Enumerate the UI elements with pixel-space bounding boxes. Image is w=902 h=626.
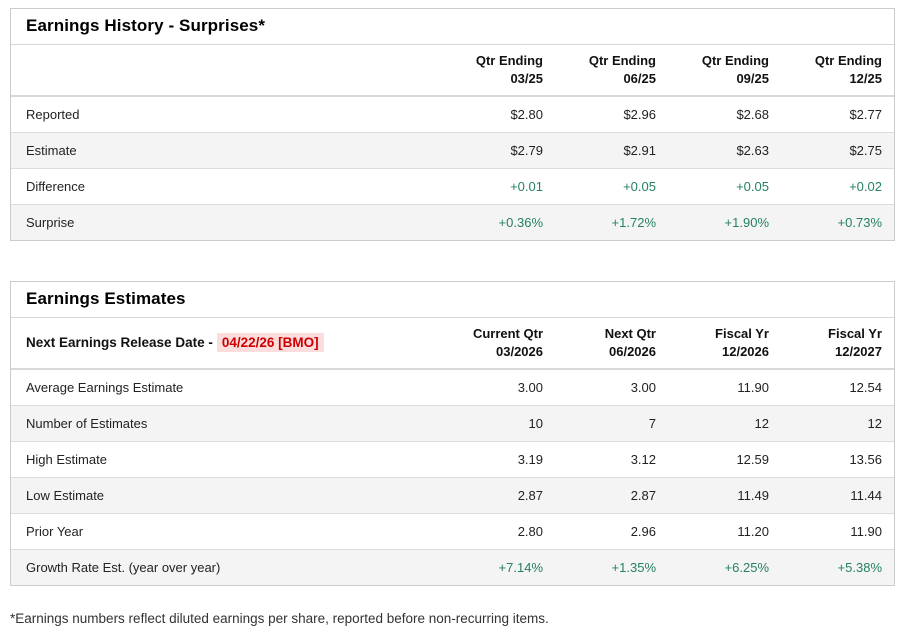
row-label: Growth Rate Est. (year over year): [11, 549, 442, 586]
cell-value: $2.77: [781, 96, 894, 134]
cell-value: $2.68: [668, 96, 781, 134]
earnings-history-title: Earnings History - Surprises*: [11, 9, 894, 45]
cell-value: $2.91: [555, 132, 668, 170]
row-label: Estimate: [11, 132, 442, 170]
row-label: Average Earnings Estimate: [11, 369, 442, 407]
column-header-next-qtr: Next Qtr 06/2026: [555, 318, 668, 371]
row-label: High Estimate: [11, 441, 442, 479]
cell-value-positive: +0.36%: [442, 204, 555, 241]
cell-value: 12.54: [781, 369, 894, 407]
cell-value-positive: +1.35%: [555, 549, 668, 586]
cell-value-positive: +0.02: [781, 168, 894, 206]
header-spacer: [11, 45, 442, 98]
cell-value: 11.90: [668, 369, 781, 407]
row-label: Surprise: [11, 204, 442, 241]
cell-value: 2.96: [555, 513, 668, 551]
cell-value: $2.63: [668, 132, 781, 170]
cell-value: 12: [668, 405, 781, 443]
cell-value: 11.20: [668, 513, 781, 551]
column-header-qtr-0925: Qtr Ending 09/25: [668, 45, 781, 98]
table-row-number-of-estimates: Number of Estimates 10 7 12 12: [11, 405, 894, 443]
earnings-history-header-row: Qtr Ending 03/25 Qtr Ending 06/25 Qtr En…: [11, 45, 894, 98]
cell-value: 11.90: [781, 513, 894, 551]
cell-value: $2.80: [442, 96, 555, 134]
table-row-average-earnings-estimate: Average Earnings Estimate 3.00 3.00 11.9…: [11, 369, 894, 407]
table-row-reported: Reported $2.80 $2.96 $2.68 $2.77: [11, 96, 894, 134]
cell-value-positive: +1.90%: [668, 204, 781, 241]
release-date-badge: 04/22/26 [BMO]: [216, 332, 324, 352]
column-header-fiscal-yr-2027: Fiscal Yr 12/2027: [781, 318, 894, 371]
table-row-difference: Difference +0.01 +0.05 +0.05 +0.02: [11, 168, 894, 206]
cell-value: 2.80: [442, 513, 555, 551]
cell-value: 3.00: [442, 369, 555, 407]
row-label: Reported: [11, 96, 442, 134]
table-row-growth-rate: Growth Rate Est. (year over year) +7.14%…: [11, 549, 894, 586]
cell-value: 7: [555, 405, 668, 443]
cell-value: $2.75: [781, 132, 894, 170]
table-row-low-estimate: Low Estimate 2.87 2.87 11.49 11.44: [11, 477, 894, 515]
table-row-high-estimate: High Estimate 3.19 3.12 12.59 13.56: [11, 441, 894, 479]
cell-value-positive: +7.14%: [442, 549, 555, 586]
cell-value: 11.44: [781, 477, 894, 515]
column-header-qtr-0325: Qtr Ending 03/25: [442, 45, 555, 98]
cell-value: 13.56: [781, 441, 894, 479]
cell-value-positive: +0.73%: [781, 204, 894, 241]
cell-value-positive: +5.38%: [781, 549, 894, 586]
row-label: Number of Estimates: [11, 405, 442, 443]
column-header-qtr-0625: Qtr Ending 06/25: [555, 45, 668, 98]
column-header-current-qtr: Current Qtr 03/2026: [442, 318, 555, 371]
cell-value: 11.49: [668, 477, 781, 515]
cell-value: 2.87: [555, 477, 668, 515]
cell-value-positive: +0.05: [555, 168, 668, 206]
table-row-surprise: Surprise +0.36% +1.72% +1.90% +0.73%: [11, 204, 894, 241]
next-earnings-release: Next Earnings Release Date -04/22/26 [BM…: [11, 318, 442, 371]
column-header-fiscal-yr-2026: Fiscal Yr 12/2026: [668, 318, 781, 371]
column-header-qtr-1225: Qtr Ending 12/25: [781, 45, 894, 98]
table-row-estimate: Estimate $2.79 $2.91 $2.63 $2.75: [11, 132, 894, 170]
earnings-history-table: Qtr Ending 03/25 Qtr Ending 06/25 Qtr En…: [11, 45, 894, 241]
earnings-estimates-header-row: Next Earnings Release Date -04/22/26 [BM…: [11, 318, 894, 371]
cell-value: 3.00: [555, 369, 668, 407]
cell-value: 12: [781, 405, 894, 443]
earnings-estimates-title: Earnings Estimates: [11, 282, 894, 319]
cell-value: 2.87: [442, 477, 555, 515]
row-label: Low Estimate: [11, 477, 442, 515]
cell-value: 10: [442, 405, 555, 443]
earnings-footnote: *Earnings numbers reflect diluted earnin…: [10, 611, 549, 626]
row-label: Prior Year: [11, 513, 442, 551]
cell-value: $2.79: [442, 132, 555, 170]
cell-value: 12.59: [668, 441, 781, 479]
row-label: Difference: [11, 168, 442, 206]
cell-value: 3.12: [555, 441, 668, 479]
cell-value-positive: +0.01: [442, 168, 555, 206]
cell-value: 3.19: [442, 441, 555, 479]
earnings-estimates-panel: Earnings Estimates Next Earnings Release…: [10, 281, 895, 587]
earnings-history-panel: Earnings History - Surprises* Qtr Ending…: [10, 8, 895, 242]
table-row-prior-year: Prior Year 2.80 2.96 11.20 11.90: [11, 513, 894, 551]
earnings-estimates-table: Next Earnings Release Date -04/22/26 [BM…: [11, 318, 894, 586]
cell-value: $2.96: [555, 96, 668, 134]
cell-value-positive: +0.05: [668, 168, 781, 206]
cell-value-positive: +1.72%: [555, 204, 668, 241]
release-date-label: Next Earnings Release Date -: [26, 334, 213, 350]
cell-value-positive: +6.25%: [668, 549, 781, 586]
